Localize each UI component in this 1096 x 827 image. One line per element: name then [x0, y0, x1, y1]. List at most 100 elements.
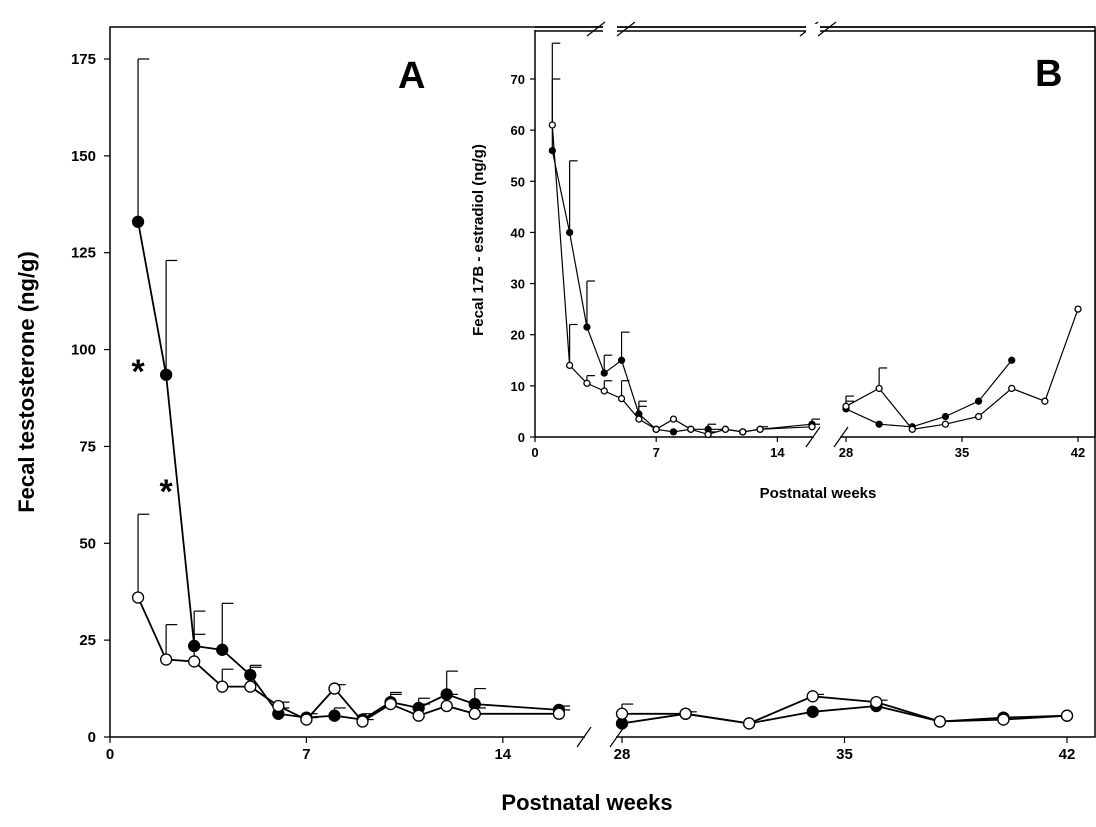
- a-series-1-seg0-point-7: [328, 682, 341, 695]
- b-series-1-seg1-point-1: [875, 384, 883, 393]
- b-y-tick-label-2: 20: [511, 328, 525, 343]
- a-series-1-seg0-point-4: [244, 680, 257, 693]
- b-series-1-seg1-point-4: [974, 412, 983, 421]
- b-y-tick-label-6: 60: [511, 123, 525, 138]
- b-series-1-seg1-point-2: [908, 425, 916, 433]
- a-series-1-seg0-point-13: [552, 707, 566, 720]
- a-series-1-line-0: [137, 597, 559, 723]
- a-series-1-line-1: [622, 695, 1068, 725]
- a-axis-break-mark-2: [609, 726, 625, 748]
- top-break-mark-0: [586, 21, 606, 37]
- b-x-tick-label-2: 14: [770, 445, 785, 460]
- panel-b-frame: [534, 21, 1096, 438]
- b-series-0-seg0-point-3: [600, 369, 608, 377]
- a-series-0-seg0-point-7: [328, 709, 341, 722]
- b-series-0-line-1: [845, 359, 1013, 428]
- a-series-0-seg0-point-1: [159, 368, 173, 381]
- b-x-tick-label-4: 35: [955, 445, 969, 460]
- a-y-tick-label-0: 0: [88, 729, 96, 746]
- b-series-1-seg0-point-11: [739, 428, 747, 436]
- a-series-1-seg1-point-1: [679, 707, 692, 720]
- b-series-0-seg0-point-7: [669, 428, 678, 436]
- a-series-0-seg0-point-0: [131, 215, 145, 228]
- panel-b-label: B: [1035, 53, 1062, 95]
- b-series-0-seg0-point-1: [565, 228, 574, 237]
- top-break-mark-3: [817, 21, 837, 37]
- a-series-1-seg1-point-7: [1060, 709, 1074, 722]
- b-series-1-seg1-point-7: [1074, 305, 1082, 313]
- a-series-1-seg0-point-9: [384, 697, 397, 711]
- b-series-0-seg1-point-3: [941, 412, 950, 421]
- a-significance-star-0: *: [131, 353, 145, 391]
- b-y-tick-label-7: 70: [511, 72, 525, 87]
- b-series-1-seg0-point-12: [756, 425, 764, 433]
- b-series-1-seg0-point-6: [652, 425, 660, 433]
- b-series-1-seg0-point-0: [548, 121, 556, 129]
- a-significance-star-1: *: [160, 473, 174, 511]
- a-series-1-seg0-point-8: [356, 715, 369, 728]
- top-break-gap-2: [806, 24, 820, 33]
- panel-b-plot: 0 10 20 30 40 50 60 70 0 7 14 28 35 42: [511, 42, 1085, 460]
- b-series-1-seg1-point-5: [1008, 384, 1016, 393]
- a-series-1-seg1-point-5: [933, 715, 947, 728]
- a-y-tick-label-1: 25: [79, 632, 96, 649]
- b-y-tick-label-0: 0: [518, 430, 525, 445]
- a-series-1-seg0-point-10: [412, 709, 425, 722]
- b-series-0-seg1-point-4: [974, 397, 983, 405]
- a-x-tick-label-2: 14: [494, 746, 511, 763]
- a-series-1-seg0-point-12: [468, 707, 481, 720]
- b-series-1-seg0-point-2: [583, 379, 591, 387]
- a-series-1-seg0-point-5: [272, 699, 285, 713]
- b-y-tick-label-4: 40: [511, 225, 525, 240]
- b-x-tick-label-5: 42: [1071, 445, 1085, 460]
- b-series-1-seg0-point-13: [808, 423, 816, 431]
- b-series-1-seg0-point-3: [600, 387, 608, 395]
- a-axis-break-mark-1: [576, 726, 592, 748]
- panel-b-x-axis-label: Postnatal weeks: [760, 485, 877, 502]
- b-x-tick-label-1: 7: [653, 445, 660, 460]
- b-series-1-seg0-point-10: [721, 425, 730, 433]
- a-x-tick-label-5: 42: [1059, 746, 1076, 763]
- b-series-1-seg1-point-3: [941, 420, 950, 428]
- b-series-1-seg0-point-9: [704, 430, 712, 439]
- a-x-tick-label-0: 0: [106, 746, 114, 763]
- b-series-1-seg1-point-6: [1041, 397, 1049, 405]
- a-y-tick-label-7: 175: [71, 51, 96, 68]
- b-y-tick-label-1: 10: [511, 379, 525, 394]
- b-series-1-seg0-point-8: [687, 425, 695, 433]
- a-series-1-seg1-point-0: [615, 707, 629, 720]
- b-series-1-seg0-point-5: [635, 415, 643, 423]
- a-series-1-seg1-point-2: [742, 717, 756, 730]
- a-series-0-seg0-point-3: [216, 643, 229, 656]
- b-series-0-seg0-point-4: [617, 356, 626, 364]
- a-y-tick-label-5: 125: [71, 245, 96, 262]
- a-series-0-line-0: [137, 221, 559, 721]
- a-x-tick-label-1: 7: [302, 746, 310, 763]
- a-x-tick-label-4: 35: [836, 746, 853, 763]
- panel-a-x-axis-label: Postnatal weeks: [501, 790, 672, 815]
- b-x-tick-label-3: 28: [839, 445, 853, 460]
- a-series-1-seg1-point-6: [997, 713, 1010, 726]
- a-series-1-seg1-point-3: [806, 690, 819, 703]
- top-break-mark-1: [616, 21, 636, 37]
- b-series-1-seg0-point-4: [617, 394, 626, 403]
- panel-b-y-axis-label: Fecal 17B - estradiol (ng/g): [470, 144, 487, 336]
- a-series-0-seg1-point-3: [806, 705, 819, 718]
- a-y-tick-label-6: 150: [71, 148, 96, 165]
- panel-a-label: A: [398, 55, 425, 97]
- b-series-0-seg1-point-1: [875, 420, 883, 428]
- b-series-0-seg1-point-5: [1008, 356, 1016, 364]
- b-series-1-seg1-point-0: [842, 402, 850, 410]
- b-axis-break-mark-1: [805, 426, 821, 448]
- a-series-1-seg0-point-0: [131, 591, 145, 604]
- top-break-gap-1: [603, 24, 617, 33]
- panel-b-background: [535, 30, 1095, 437]
- a-series-1-seg1-point-4: [870, 695, 883, 709]
- b-series-1-seg0-point-1: [565, 361, 574, 370]
- a-y-tick-label-4: 100: [71, 342, 96, 359]
- a-series-1-seg0-point-11: [440, 699, 453, 713]
- b-axis-break-gap: [814, 433, 840, 441]
- b-axis-break-mark-2: [833, 426, 849, 448]
